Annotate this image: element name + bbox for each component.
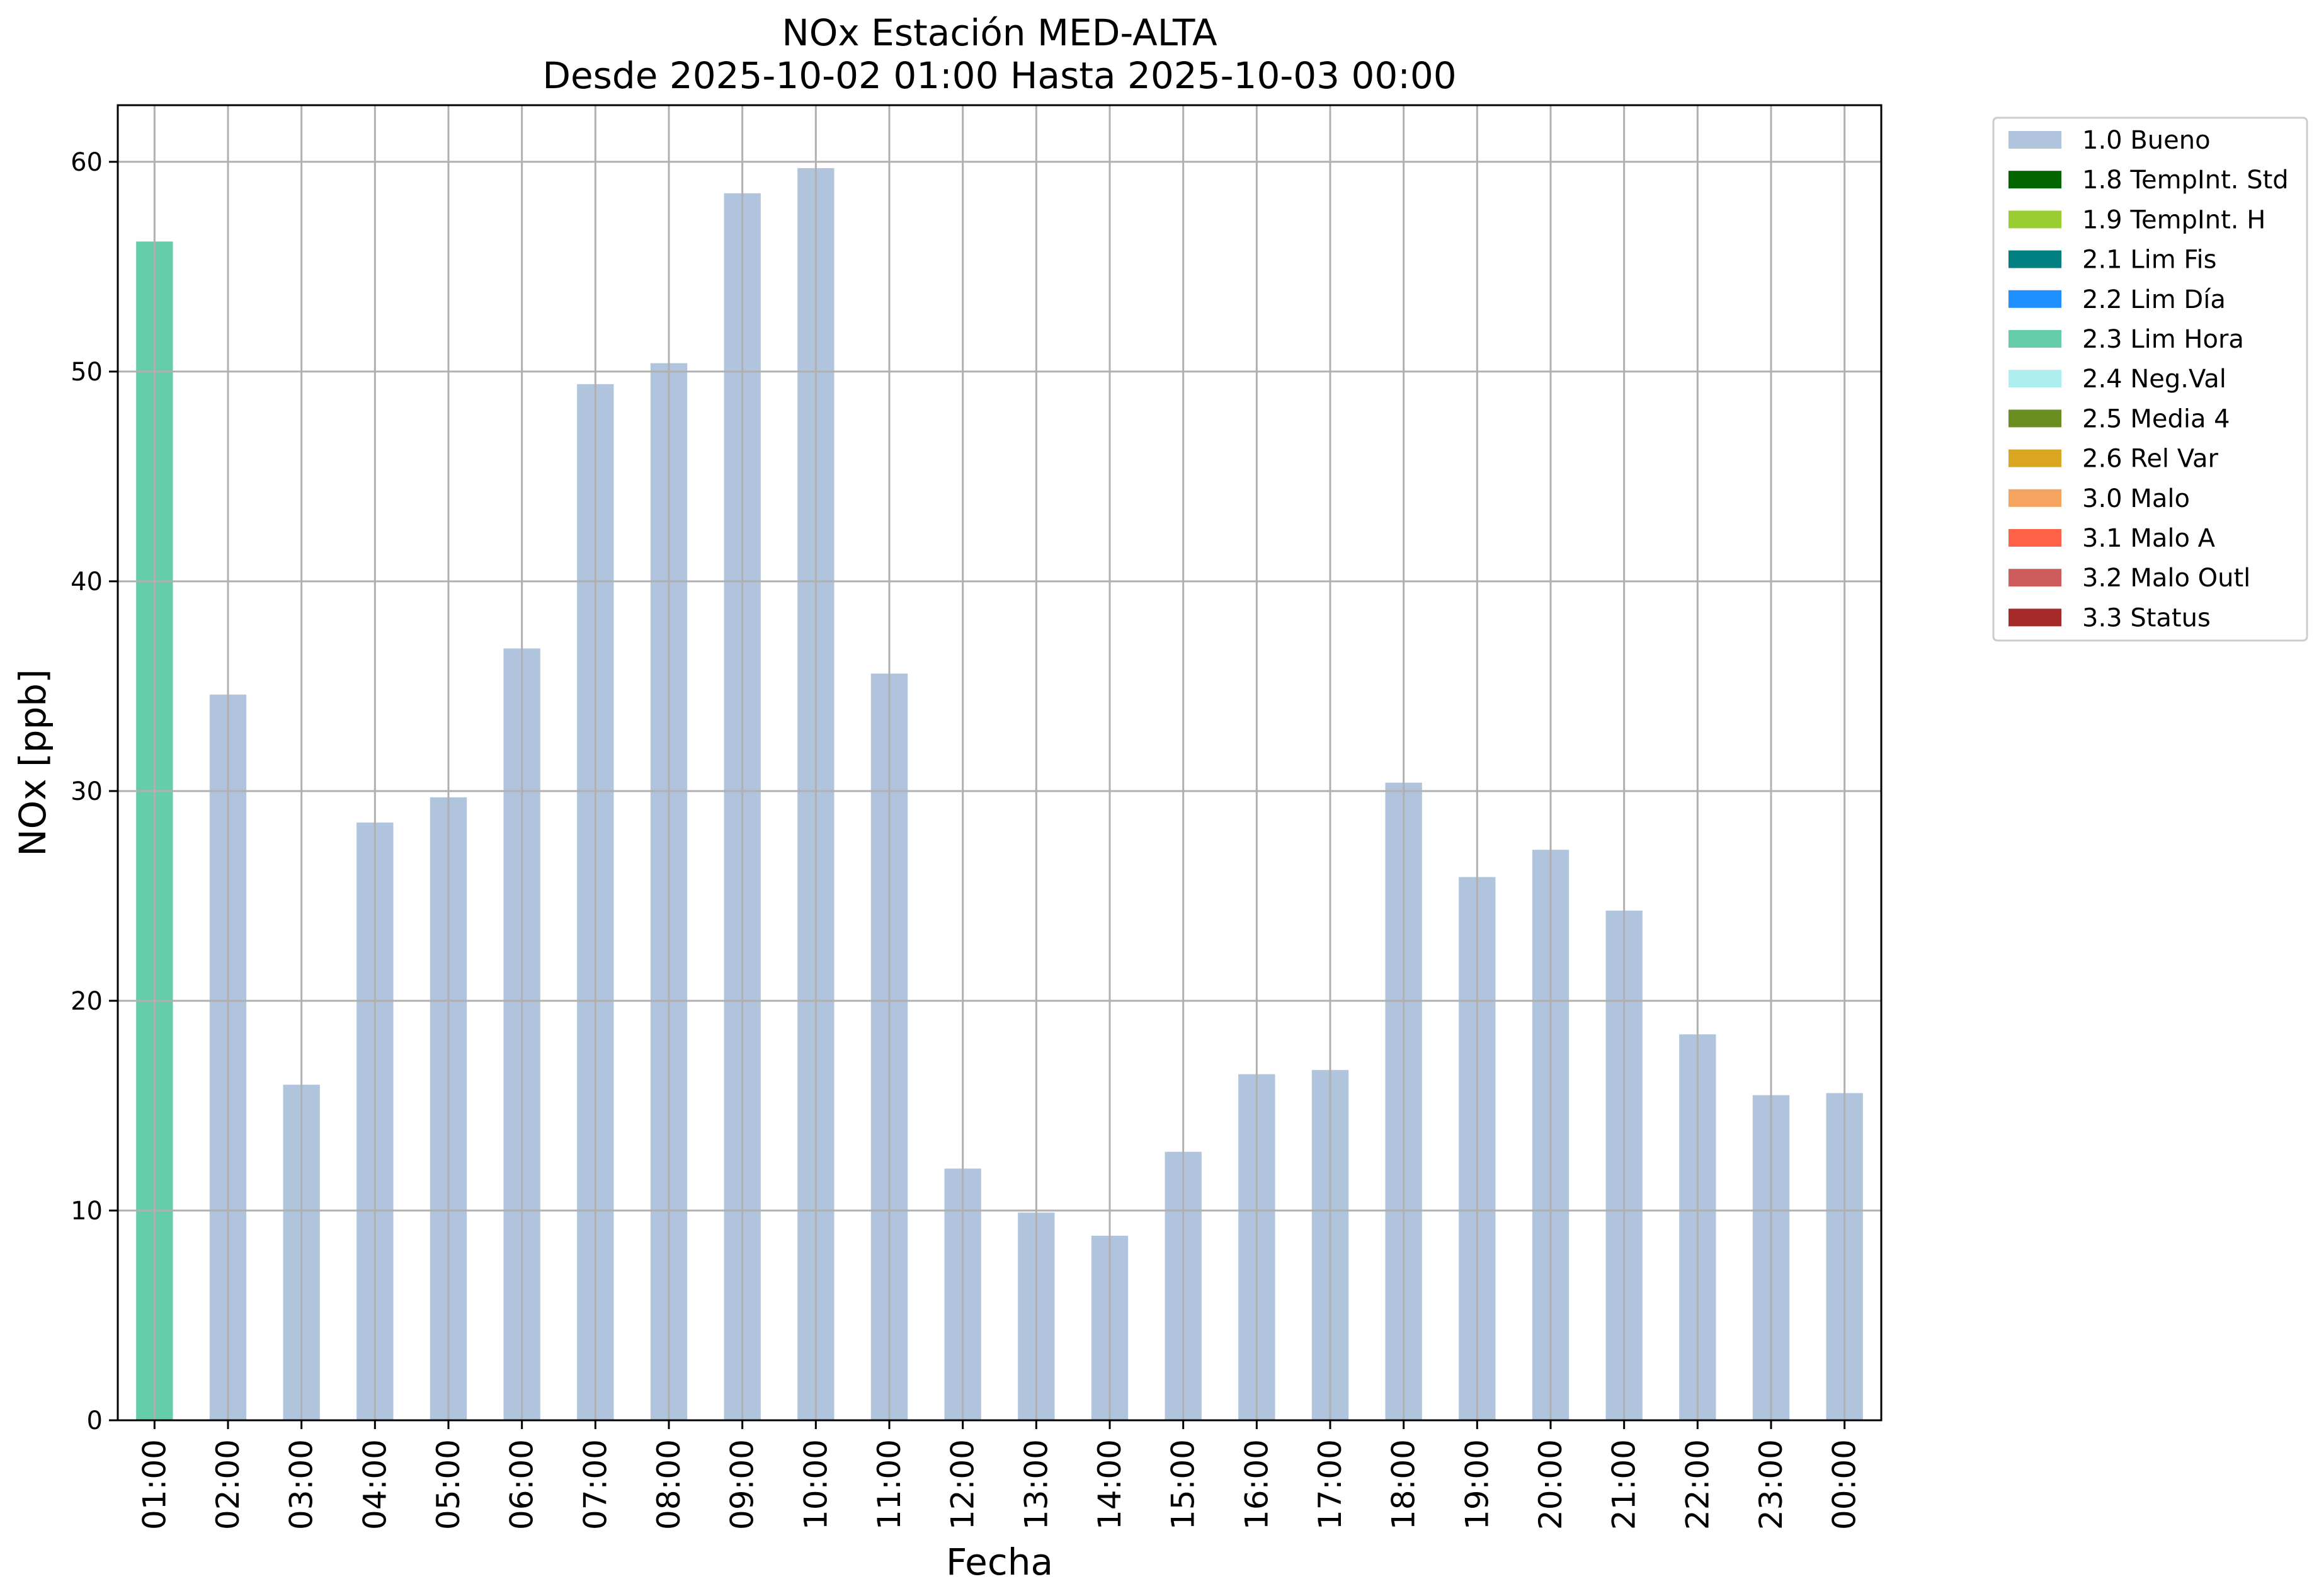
x-tick-label: 09:00 xyxy=(724,1439,761,1530)
x-tick-label: 19:00 xyxy=(1459,1439,1495,1530)
x-tick-label: 00:00 xyxy=(1826,1439,1863,1530)
legend-label: 1.8 TempInt. Std xyxy=(2082,166,2289,195)
x-tick-label: 07:00 xyxy=(577,1439,613,1530)
plot-frame xyxy=(117,104,1883,1422)
x-tick-label: 02:00 xyxy=(210,1439,246,1530)
y-tick-label: 40 xyxy=(71,567,103,596)
legend: 1.0 Bueno 1.8 TempInt. Std 1.9 TempInt. H 2… xyxy=(1992,117,2308,642)
y-tick-label: 0 xyxy=(87,1406,103,1435)
x-tick-label: 17:00 xyxy=(1312,1439,1348,1530)
x-tick-label: 20:00 xyxy=(1532,1439,1569,1530)
legend-swatch xyxy=(2008,171,2061,189)
legend-swatch xyxy=(2008,210,2061,229)
legend-frame xyxy=(1992,117,2308,642)
legend-label: 2.1 Lim Fis xyxy=(2082,246,2216,275)
x-tick-label: 08:00 xyxy=(651,1439,687,1530)
x-tick-label: 04:00 xyxy=(356,1439,393,1530)
legend-label: 1.9 TempInt. H xyxy=(2082,205,2265,234)
legend-swatch xyxy=(2008,608,2061,627)
x-tick-label: 22:00 xyxy=(1679,1439,1716,1530)
y-tick-label: 10 xyxy=(71,1197,103,1226)
legend-label: 3.1 Malo A xyxy=(2082,524,2216,553)
legend-label: 2.5 Media 4 xyxy=(2082,404,2230,433)
x-tick-label: 15:00 xyxy=(1165,1439,1202,1530)
x-tick-label: 05:00 xyxy=(430,1439,467,1530)
y-axis-ticks: 0 10 20 30 40 50 60 xyxy=(71,148,118,1435)
legend-swatch xyxy=(2008,449,2061,467)
legend-label: 2.6 Rel Var xyxy=(2082,445,2219,474)
x-tick-label: 10:00 xyxy=(797,1439,834,1530)
legend-label: 2.2 Lim Día xyxy=(2082,285,2226,314)
x-tick-label: 16:00 xyxy=(1238,1439,1275,1530)
bars-layer xyxy=(136,168,1863,1421)
x-tick-label: 06:00 xyxy=(504,1439,540,1530)
legend-label: 3.2 Malo Outl xyxy=(2082,564,2250,593)
x-tick-label: 23:00 xyxy=(1753,1439,1789,1530)
y-tick-label: 20 xyxy=(71,987,103,1016)
chart-title: NOx Estación MED-ALTA xyxy=(782,11,1217,54)
legend-swatch xyxy=(2008,330,2061,348)
x-tick-label: 14:00 xyxy=(1091,1439,1128,1530)
legend-swatch xyxy=(2008,250,2061,268)
legend-swatch xyxy=(2008,370,2061,388)
chart-subtitle: Desde 2025-10-02 01:00 Hasta 2025-10-03 … xyxy=(542,54,1456,97)
legend-label: 2.3 Lim Hora xyxy=(2082,325,2244,354)
x-tick-label: 18:00 xyxy=(1386,1439,1422,1530)
legend-label: 2.4 Neg.Val xyxy=(2082,365,2226,394)
x-tick-label: 11:00 xyxy=(871,1439,908,1530)
y-tick-label: 50 xyxy=(71,358,103,387)
x-tick-label: 21:00 xyxy=(1606,1439,1643,1530)
legend-label: 3.0 Malo xyxy=(2082,484,2190,513)
y-axis-label: NOx [ppb] xyxy=(11,669,54,857)
x-tick-label: 03:00 xyxy=(283,1439,320,1530)
legend-swatch xyxy=(2008,290,2061,308)
x-tick-label: 12:00 xyxy=(945,1439,981,1530)
x-tick-label: 13:00 xyxy=(1018,1439,1054,1530)
x-axis-label: Fecha xyxy=(946,1541,1053,1583)
x-tick-label: 01:00 xyxy=(136,1439,173,1530)
y-tick-label: 60 xyxy=(71,148,103,177)
legend-swatch xyxy=(2008,409,2061,428)
legend-swatch xyxy=(2008,131,2061,149)
legend-swatch xyxy=(2008,569,2061,587)
x-axis-ticks: 01:00 02:00 03:00 04:00 05:00 06:00 07:00 08:00… xyxy=(136,1420,1863,1530)
legend-swatch xyxy=(2008,489,2061,507)
y-tick-label: 30 xyxy=(71,777,103,806)
legend-label: 3.3 Status xyxy=(2082,603,2211,632)
legend-label: 1.0 Bueno xyxy=(2082,126,2211,155)
legend-swatch xyxy=(2008,529,2061,547)
